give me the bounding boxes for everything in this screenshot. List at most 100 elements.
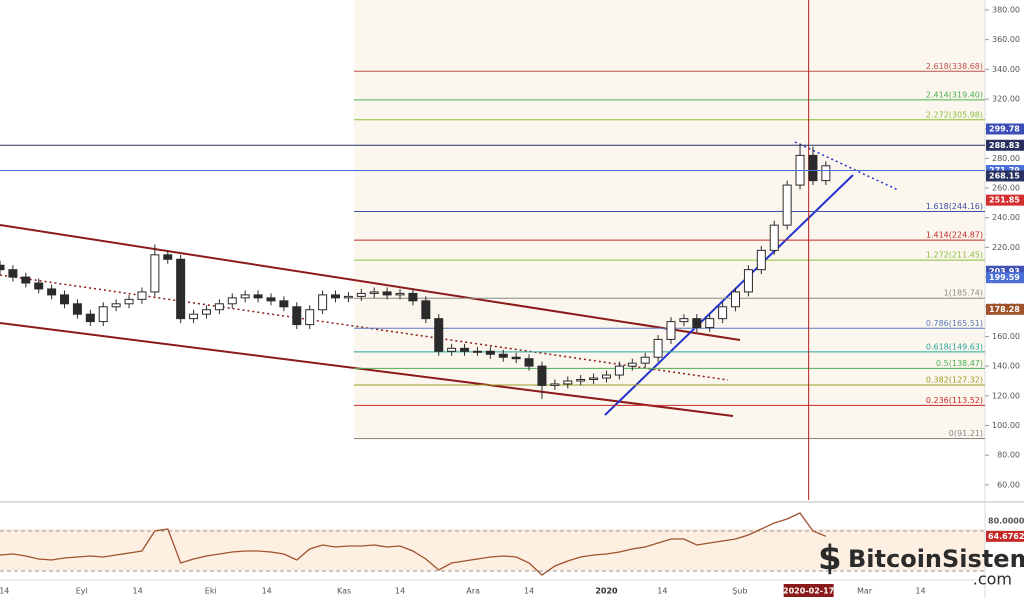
candle-body [21,276,31,284]
x-tick-label: Mar [857,587,873,596]
fib-label: 1.618(244.16) [926,202,983,211]
candle-body [563,380,573,385]
candle-body [614,365,624,376]
watermark: BitcoinSistemi [848,545,1024,573]
candle-body [782,184,792,226]
price-label: 268.15 [989,171,1020,180]
candle-body [292,306,302,326]
price-label: 299.78 [989,124,1020,133]
y-tick-label: 380.00 [992,5,1020,14]
candle-body [382,291,392,296]
y-tick-label: 100.00 [992,421,1020,430]
price-label: 251.85 [989,196,1020,205]
candle-body [769,224,779,251]
candle-body [511,356,521,360]
fib-label: 1(185.74) [944,289,983,298]
price-label: 199.59 [989,273,1020,282]
price-label-box [986,170,1024,182]
rsi-label: 80.0000 [988,517,1024,526]
y-tick-label: 140.00 [992,362,1020,371]
x-tick-label: 2020 [595,587,618,596]
candle-body [176,258,186,320]
candle-body [279,300,289,308]
candle-body [227,297,237,305]
price-label: 288.83 [989,141,1020,150]
x-tick-label: 14 [657,587,667,596]
candle-body [434,318,444,352]
x-tick-label: 14 [0,587,9,596]
candle-body [601,374,611,379]
y-tick-label: 320.00 [992,94,1020,103]
candle-body [640,356,650,364]
date-marker-label: 2020-02-17 [783,587,834,596]
candle-body [472,350,482,353]
x-tick-label: 14 [524,587,534,596]
y-tick-label: 80.00 [997,451,1020,460]
candle-body [743,269,753,293]
candle-body [576,378,586,382]
candle-body [705,318,715,329]
watermark-suffix: .com [973,570,1012,589]
candle-body [731,291,741,308]
candle-body [72,303,82,315]
fib-label: 0(91.21) [949,429,983,438]
candle-body [266,297,276,302]
candle-body [331,294,341,299]
candle-body [653,338,663,358]
candle-body [150,254,160,293]
x-tick-label: Eki [205,587,217,596]
resistance-line [794,141,899,191]
candle-body [550,383,560,386]
candle-body [163,254,173,260]
candle-body [421,300,431,320]
rsi-label: 64.6762 [988,532,1024,541]
candle-body [47,288,57,296]
fib-label: 1.272(211.45) [926,251,983,260]
fib-label: 0.5(138.47) [936,359,983,368]
y-tick-label: 240.00 [992,213,1020,222]
y-tick-label: 360.00 [992,35,1020,44]
x-tick-label: 14 [133,587,143,596]
trendline [604,174,854,416]
candle-body [111,303,121,308]
channel-bottom [0,322,734,417]
x-tick-label: Kas [337,587,351,596]
candle-body [460,347,470,352]
candle-body [369,291,379,294]
candle-body [408,292,418,302]
candle-body [485,350,495,355]
price-label-box [986,303,1024,315]
fib-label: 2.272(305.98) [926,110,983,119]
watermark-icon: $ [818,539,842,579]
candle-body [34,282,44,290]
x-tick-label: Ara [466,587,480,596]
candle-body [821,165,831,182]
candle-body [214,303,224,311]
candle-body [343,295,353,299]
x-tick-label: 14 [262,587,272,596]
candle-body [679,318,689,323]
candle-body [537,365,547,386]
fib-label: 2.414(319.40) [926,90,983,99]
price-label-box [986,194,1024,206]
candle-body [692,318,702,329]
fib-label: 0.382(127.32) [926,375,983,384]
candle-body [201,309,211,315]
candle-body [498,353,508,358]
candle-body [718,306,728,320]
candle-body [98,306,108,323]
fib-zone [354,0,985,440]
fib-label: 1.414(224.87) [926,231,983,240]
y-tick-label: 60.00 [997,480,1020,489]
candle-body [756,249,766,271]
rsi-line [0,512,827,576]
candle-body [85,313,95,323]
x-tick-label: 14 [395,587,405,596]
price-label-box [986,123,1024,135]
x-tick-label: 14 [915,587,925,596]
fib-label: 0.618(149.63) [926,342,983,351]
fib-label: 2.618(338.68) [926,62,983,71]
candle-body [666,321,676,340]
candle-body [137,291,147,300]
rsi-label-box [986,530,1024,542]
